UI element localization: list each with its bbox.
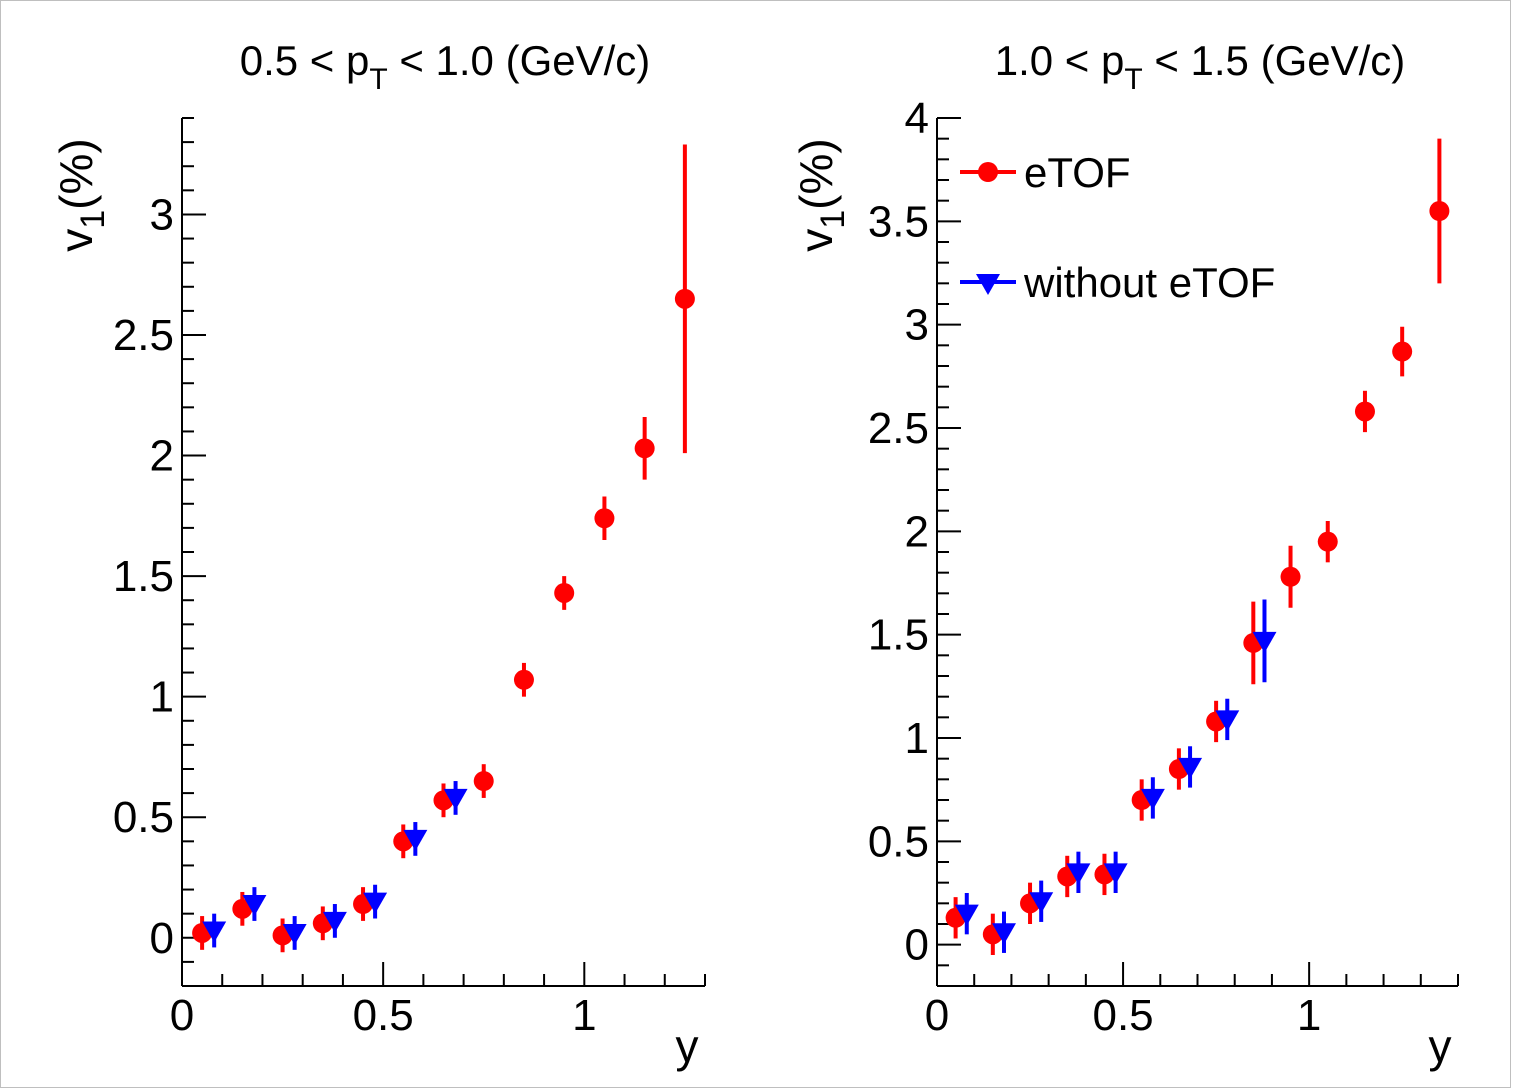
chart-title: 1.0 < pT < 1.5 (GeV/c) bbox=[995, 37, 1406, 96]
data-point-circle bbox=[594, 508, 615, 529]
data-point-circle bbox=[1429, 201, 1450, 221]
y-axis-title-subscript: 1 bbox=[814, 210, 852, 229]
y-tick-label: 1 bbox=[905, 714, 929, 763]
chart-title-main: 0.5 < p bbox=[240, 37, 370, 84]
chart-title-main: 1.0 < p bbox=[995, 37, 1125, 84]
data-point-triangle bbox=[1103, 863, 1128, 885]
x-tick-label: 0 bbox=[170, 991, 194, 1040]
x-tick-label: 1 bbox=[1297, 991, 1321, 1040]
data-point-triangle bbox=[322, 911, 347, 933]
legend-marker-triangle bbox=[976, 274, 1000, 295]
y-axis-title-main: v bbox=[790, 229, 842, 252]
legend-marker-circle bbox=[978, 162, 998, 182]
data-point-circle bbox=[232, 898, 253, 919]
chart-title-tail: < 1.5 (GeV/c) bbox=[1143, 37, 1406, 84]
data-point-circle bbox=[674, 288, 695, 309]
x-tick-label: 0 bbox=[925, 991, 949, 1040]
data-point-triangle bbox=[1029, 892, 1054, 914]
x-tick-label: 1 bbox=[572, 991, 596, 1040]
chart-title-subscript: T bbox=[1124, 63, 1142, 96]
y-tick-label: 1 bbox=[150, 673, 174, 722]
data-point-triangle bbox=[1178, 757, 1203, 779]
series-without-etof bbox=[954, 599, 1277, 953]
y-tick-label: 4 bbox=[905, 94, 929, 143]
y-axis-title: v1(%) bbox=[50, 138, 112, 251]
y-tick-label: 1.5 bbox=[113, 552, 174, 601]
series-without-etof bbox=[202, 781, 468, 950]
chart-title: 0.5 < pT < 1.0 (GeV/c) bbox=[240, 37, 651, 96]
y-axis-title: v1(%) bbox=[790, 138, 852, 251]
data-point-circle bbox=[554, 582, 575, 603]
data-point-triangle bbox=[363, 892, 388, 914]
data-point-circle bbox=[513, 669, 534, 690]
legend-label: eTOF bbox=[1024, 149, 1131, 196]
data-point-triangle bbox=[954, 904, 979, 926]
legend: eTOF without eTOF bbox=[960, 149, 1275, 306]
data-point-triangle bbox=[282, 923, 307, 945]
y-tick-label: 0 bbox=[150, 914, 174, 963]
data-point-triangle bbox=[403, 829, 428, 851]
x-axis-title: y bbox=[1429, 1020, 1452, 1072]
y-axis-title-tail: (%) bbox=[50, 138, 102, 210]
data-point-circle bbox=[1280, 566, 1301, 587]
data-point-triangle bbox=[1140, 788, 1165, 810]
x-tick-label: 0.5 bbox=[353, 991, 414, 1040]
y-axis-title-main: v bbox=[50, 229, 102, 252]
series-etof bbox=[192, 144, 695, 953]
chart-title-subscript: T bbox=[369, 63, 387, 96]
y-tick-label: 0 bbox=[905, 921, 929, 970]
y-tick-label: 2.5 bbox=[868, 404, 929, 453]
x-axis-title: y bbox=[676, 1020, 699, 1072]
y-tick-label: 3 bbox=[905, 301, 929, 350]
data-point-triangle bbox=[242, 895, 267, 917]
y-tick-label: 0.5 bbox=[868, 817, 929, 866]
y-axis-title-subscript: 1 bbox=[74, 210, 112, 229]
data-point-circle bbox=[473, 771, 494, 792]
data-point-circle bbox=[1354, 401, 1375, 422]
y-tick-label: 2 bbox=[905, 507, 929, 556]
y-tick-label: 2 bbox=[150, 432, 174, 481]
data-point-circle bbox=[1317, 531, 1338, 552]
chart-title-tail: < 1.0 (GeV/c) bbox=[388, 37, 651, 84]
y-tick-label: 0.5 bbox=[113, 793, 174, 842]
y-tick-label: 3.5 bbox=[868, 197, 929, 246]
legend-label: without eTOF bbox=[1023, 259, 1275, 306]
x-tick-label: 0.5 bbox=[1092, 991, 1153, 1040]
data-point-triangle bbox=[1215, 710, 1240, 732]
chart-panel-1: 0.5 < pT < 1.0 (GeV/c) 0 0.5 1 1.5 2 2.5 3 0 0.5 1… bbox=[50, 37, 706, 1072]
y-tick-label: 1.5 bbox=[868, 611, 929, 660]
y-tick-label: 2.5 bbox=[113, 311, 174, 360]
chart-panel-2: 1.0 < pT < 1.5 (GeV/c) 0 0.5 1 1.5 2 2.5 3 3.5 4 0… bbox=[790, 37, 1459, 1072]
data-point-triangle bbox=[443, 788, 468, 810]
data-point-triangle bbox=[202, 921, 227, 943]
data-point-triangle bbox=[1066, 863, 1091, 885]
y-tick-label: 3 bbox=[150, 190, 174, 239]
data-point-triangle bbox=[1252, 631, 1277, 653]
y-axis-title-tail: (%) bbox=[790, 138, 842, 210]
data-point-circle bbox=[1392, 341, 1413, 362]
data-point-triangle bbox=[991, 923, 1016, 945]
data-point-circle bbox=[634, 438, 655, 459]
